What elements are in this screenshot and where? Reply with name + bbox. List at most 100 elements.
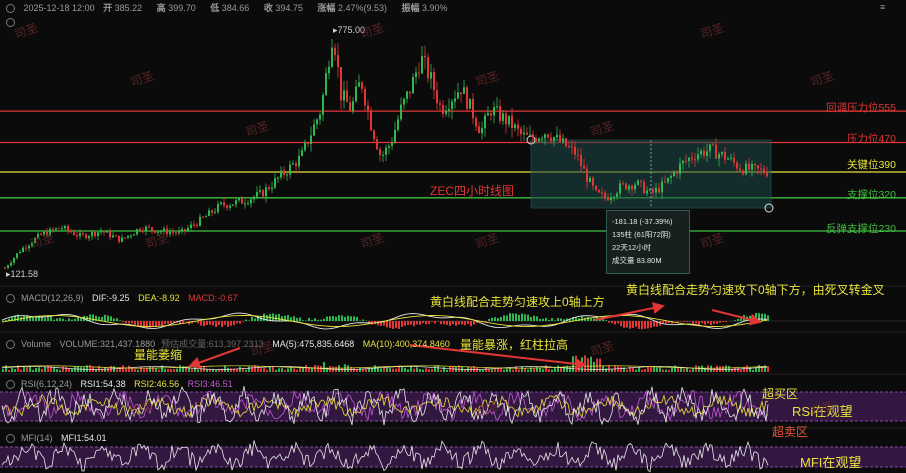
macd-histogram-bar [50,316,52,321]
rsi-settings-icon[interactable] [6,380,15,389]
macd-histogram-bar [461,321,463,325]
volume-bar [680,368,682,372]
volume-bar [356,369,358,372]
candle-body [415,72,417,78]
mfi-settings-icon[interactable] [6,434,15,443]
mfi-1-line [1,440,769,473]
candle-body [475,118,477,127]
volume-bar [11,368,13,372]
candle-body [529,134,531,136]
macd-histogram-bar [341,315,343,321]
level-label-470: 压力位470 [846,133,896,145]
macd-histogram-bar [530,317,532,321]
volume-bar [593,361,595,372]
volume-bar [29,366,31,372]
volume-bar [689,369,691,372]
macd-histogram-bar [680,321,682,322]
volume-settings-icon[interactable] [6,340,15,349]
volume-bar [227,367,229,372]
macd-histogram-bar [38,315,40,321]
macd-histogram-bar [470,321,472,327]
volume-bar [209,369,211,372]
volume-bar [65,366,67,372]
volume-bar [338,365,340,372]
candle-body [454,98,456,102]
macd-histogram-bar [695,321,697,324]
candle-body [16,253,18,258]
candle-body [748,163,750,170]
candle-body [316,119,318,125]
macd-histogram-bar [524,314,526,321]
candle-body [493,107,495,116]
candle-body [217,203,219,212]
macd-histogram-bar [713,321,715,324]
macd-histogram-bar [563,319,565,321]
volume-bar [605,368,607,372]
candle-body [442,104,444,114]
candle-body [487,113,489,116]
candle-body [424,55,426,58]
macd-histogram-bar [170,321,172,324]
candle-body [568,146,570,148]
volume-ma5: MA(5):475,835.6468 [272,339,355,349]
volume-bar [659,367,661,372]
volume-bar [629,366,631,372]
candle-body [373,130,375,140]
measure-tooltip: -181.18 (-37.39%) 135柱 (61阳72阴) 22天12小时 … [606,210,690,274]
macd-histogram-bar [41,316,43,321]
candle-body [82,233,84,235]
rsi-1: RSI1:54.38 [80,379,126,389]
volume-bar [47,365,49,372]
candle-body [742,170,744,175]
macd-histogram-bar [692,321,694,325]
candle-body [226,205,228,208]
chart-title: ZEC四小时线图 [430,184,515,198]
candle-body [559,134,561,142]
candle-body [409,91,411,94]
macd-settings-icon[interactable] [6,294,15,303]
macd-histogram-bar [734,320,736,321]
chart-menu-icon[interactable]: ≡ [880,2,886,12]
volume-bar [179,365,181,372]
collapse-icon[interactable] [6,18,15,27]
candle-body [721,151,723,155]
candle-body [313,124,315,136]
macd-histogram-bar [122,321,124,323]
macd-histogram-bar [80,318,82,321]
settings-circle-icon[interactable] [6,4,15,13]
candle-body [274,178,276,188]
macd-histogram-bar [509,313,511,321]
candle-body [712,144,714,146]
volume-bar [158,369,160,372]
candle-body [349,102,351,111]
candle-body [256,191,258,197]
macd-histogram-bar [134,321,136,325]
candle-body [751,163,753,170]
volume-bar [191,369,193,372]
candle-body [10,262,12,266]
volume-bar [551,369,553,372]
candle-body [298,155,300,167]
volume-bar [665,369,667,372]
macd-histogram-bar [209,321,211,325]
macd-histogram-bar [638,321,640,329]
tooltip-bars: 135柱 (61阳72阴) [612,230,671,239]
macd-histogram-bar [167,321,169,324]
volume-bar [740,369,742,372]
volume-bar [410,366,412,372]
candle-body [196,224,198,226]
candle-body [694,159,696,161]
macd-histogram-bar [203,321,205,327]
volume-bar [101,368,103,372]
macd-histogram-bar [671,321,673,324]
candle-body [250,199,252,204]
macd-histogram-bar [98,316,100,321]
macd-histogram-bar [506,315,508,321]
volume-bar [86,365,88,372]
candle-body [127,235,129,238]
candle-body [604,193,606,198]
volume-bar [224,365,226,372]
mfi-band [0,447,906,467]
candle-body [37,233,39,239]
